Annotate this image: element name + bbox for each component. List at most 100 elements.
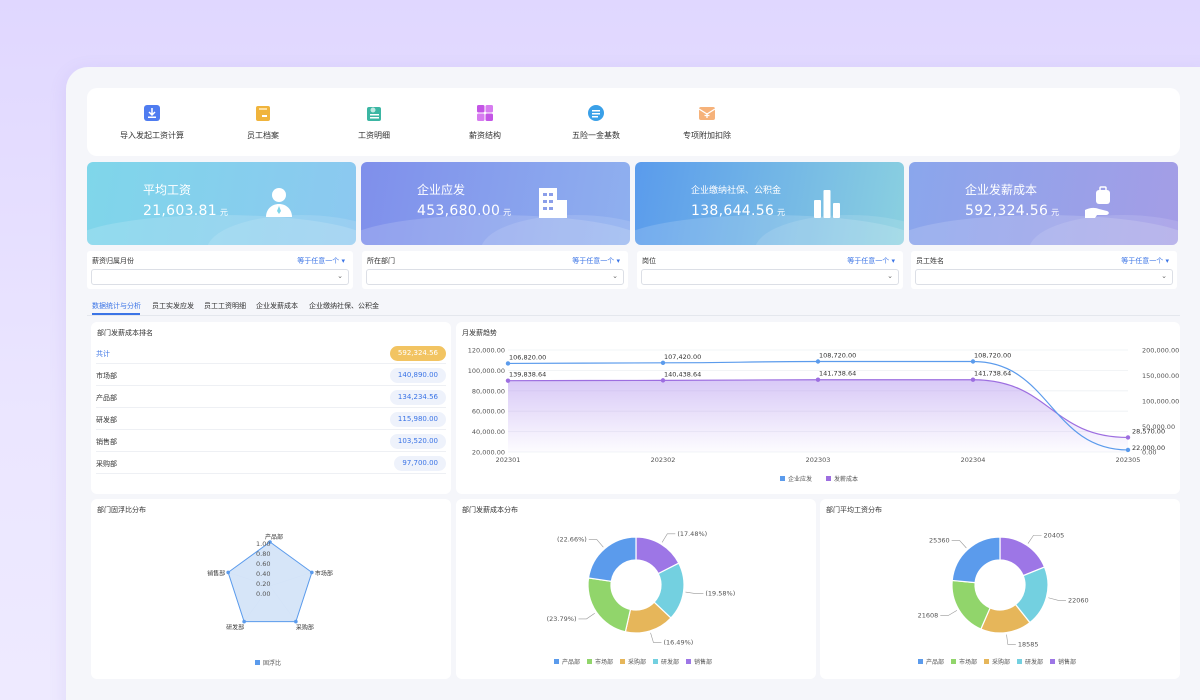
chevron-down-icon: ⌄ [612, 272, 618, 280]
radar-point [294, 619, 298, 624]
legend-label: 产品部 [926, 658, 944, 666]
quick-action-salary-structure[interactable]: 薪资结构 [430, 102, 540, 141]
panel-title: 部门发薪成本分布 [462, 506, 518, 514]
radar-tick-label: 0.80 [256, 550, 270, 558]
filter-select[interactable]: ⌄ [366, 269, 624, 285]
y-tick-label: 20,000.00 [472, 449, 505, 457]
person-icon [266, 188, 292, 217]
tab-statistics[interactable]: 数据统计与分析 [92, 302, 141, 310]
envelope-icon [696, 102, 718, 124]
legend-swatch [620, 659, 625, 664]
radar-tick-label: 0.60 [256, 560, 270, 568]
stat-value: 21,603.81 元 [143, 203, 229, 219]
legend-label: 销售部 [694, 658, 712, 666]
radar-indicator-label: 市场部 [315, 569, 333, 577]
filter-select[interactable]: ⌄ [91, 269, 349, 285]
tab-social-insurance[interactable]: 企业缴纳社保、公积金 [309, 302, 379, 310]
donut-label: 21608 [918, 611, 939, 619]
filter-employee-name: 员工姓名 等于任意一个 ▾ ⌄ [911, 251, 1177, 289]
data-point [815, 359, 821, 364]
stat-card-enterprise-payable: 企业应发 453,680.00 元 [361, 162, 630, 245]
hand-bag-icon [1085, 186, 1110, 218]
ranking-row-total: 共计 592,324.56 [96, 343, 446, 364]
filter-select[interactable]: ⌄ [915, 269, 1173, 285]
filter-select[interactable]: ⌄ [641, 269, 899, 285]
y-tick-label: 60,000.00 [472, 408, 505, 416]
chevron-down-icon: ⌄ [1161, 272, 1167, 280]
y-tick-label: 80,000.00 [472, 387, 505, 395]
tab-bar: 数据统计与分析 员工实发应发 员工工资明细 企业发薪成本 企业缴纳社保、公积金 [87, 296, 1180, 316]
quick-actions-bar: 导入发起工资计算 员工档案 工资明细 薪资结构 五险一金基数 专项附加扣除 [87, 88, 1180, 156]
filter-department: 所在部门 等于任意一个 ▾ ⌄ [362, 251, 628, 289]
donut-slice [951, 579, 991, 630]
radar-point [242, 619, 246, 624]
ranking-row: 产品部 134,234.56 [96, 387, 446, 408]
quick-action-insurance-base[interactable]: 五险一金基数 [541, 102, 651, 141]
stat-title: 企业应发 [417, 183, 466, 197]
cost-distribution-panel: 部门发薪成本分布 (17.48%) (19.58%) (16.49%) (23.79%… [456, 499, 816, 679]
panel-title: 月发薪趋势 [462, 329, 497, 337]
quick-action-salary-detail[interactable]: 工资明细 [319, 102, 429, 141]
legend-swatch [554, 659, 559, 664]
data-point [505, 361, 511, 366]
legend-swatch [1017, 659, 1022, 664]
filter-label: 薪资归属月份 [92, 257, 134, 265]
tab-payroll-cost[interactable]: 企业发薪成本 [256, 302, 298, 310]
stat-card-social-insurance: 企业缴纳社保、公积金 138,644.56 元 [635, 162, 904, 245]
y-tick-label: 100,000.00 [468, 367, 505, 375]
data-point [660, 378, 666, 383]
stat-title: 平均工资 [143, 183, 192, 197]
filter-operator[interactable]: 等于任意一个 ▾ [847, 257, 895, 265]
radar-panel: 部门固浮比分布 1.00 0.80 0.60 0.40 0.20 0.00 产品部 市场部 采购… [91, 499, 451, 679]
x-tick-label: 202302 [651, 456, 676, 464]
quick-action-label: 工资明细 [358, 131, 390, 140]
radar-series-area [227, 541, 313, 623]
filter-operator[interactable]: 等于任意一个 ▾ [297, 257, 345, 265]
filter-operator[interactable]: 等于任意一个 ▾ [1121, 257, 1169, 265]
legend-label: 销售部 [1058, 658, 1076, 666]
legend-swatch [918, 659, 923, 664]
legend-label: 市场部 [595, 658, 613, 666]
label-leader-line [1027, 534, 1042, 544]
donut-slice [587, 577, 632, 633]
trend-panel: 月发薪趋势 120,000.00 100,000.00 80,000.00 60,00… [456, 322, 1180, 494]
data-point [970, 377, 976, 382]
salary-donut-chart: 20405 22060 18585 21608 25360 产品部 市场部 采购部 研发部 销售部 [918, 531, 1089, 666]
radar-tick-label: 0.40 [256, 570, 270, 578]
label-leader-line [951, 540, 967, 549]
legend-label: 市场部 [959, 658, 977, 666]
data-label: 106,820.00 [509, 353, 546, 361]
donut-label: (22.66%) [557, 536, 587, 544]
import-icon [141, 102, 163, 124]
legend-swatch [686, 659, 691, 664]
tab-salary-detail[interactable]: 员工工资明细 [204, 302, 246, 310]
x-tick-label: 202304 [961, 456, 986, 464]
chevron-down-icon: ⌄ [887, 272, 893, 280]
series-line-enterprise-payable [507, 360, 1129, 451]
quick-action-special-deduction[interactable]: 专项附加扣除 [652, 102, 762, 141]
label-leader-line [1048, 597, 1067, 601]
data-label: 108,720.00 [819, 352, 856, 360]
filter-operator[interactable]: 等于任意一个 ▾ [572, 257, 620, 265]
donut-label: (16.49%) [663, 638, 693, 646]
quick-action-employee-files[interactable]: 员工档案 [208, 102, 318, 141]
donut-label: 18585 [1018, 640, 1039, 648]
label-leader-line [685, 591, 704, 594]
radar-indicator-label: 研发部 [226, 624, 244, 632]
x-tick-label: 202305 [1116, 456, 1141, 464]
grid-icon [474, 102, 496, 124]
x-tick-label: 202301 [496, 456, 521, 464]
legend-label: 产品部 [562, 658, 580, 666]
list-icon [585, 102, 607, 124]
stat-title: 企业缴纳社保、公积金 [691, 186, 782, 196]
legend-swatch [1050, 659, 1055, 664]
label-leader-line [578, 612, 595, 620]
ranking-row: 市场部 140,890.00 [96, 365, 446, 386]
stat-card-average-salary: 平均工资 21,603.81 元 [87, 162, 356, 245]
filter-label: 员工姓名 [916, 257, 944, 265]
quick-action-import[interactable]: 导入发起工资计算 [97, 102, 207, 141]
legend-swatch [653, 659, 658, 664]
radar-point [268, 540, 272, 544]
tab-actual-payable[interactable]: 员工实发应发 [152, 302, 194, 310]
data-point [815, 377, 821, 382]
